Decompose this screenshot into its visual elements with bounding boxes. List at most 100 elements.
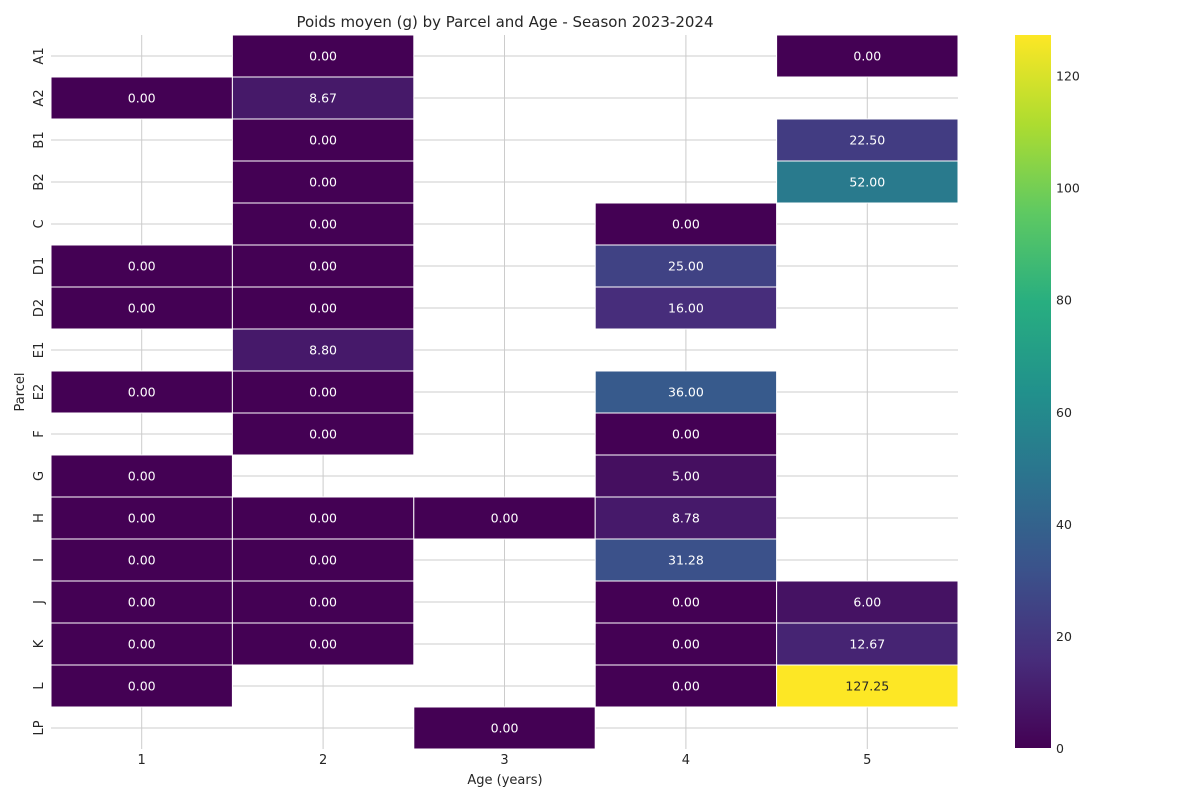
cell-value-label: 0.00	[309, 427, 337, 442]
cell-value-label: 0.00	[672, 595, 700, 610]
cell-value-label: 0.00	[309, 637, 337, 652]
heatmap-cell	[776, 580, 959, 624]
cell-value-label: 0.00	[128, 511, 156, 526]
x-tick-label: 4	[682, 753, 690, 768]
heatmap-cell	[231, 286, 415, 330]
cell-value-label: 8.67	[309, 91, 337, 106]
x-axis-label: Age (years)	[467, 773, 542, 788]
x-tick-label: 1	[138, 753, 146, 768]
y-axis-label: Parcel	[13, 372, 28, 411]
cell-value-label: 0.00	[853, 49, 881, 64]
cell-value-label: 0.00	[309, 259, 337, 274]
heatmap-cell	[231, 580, 415, 624]
heatmap-cell	[231, 202, 415, 246]
heatmap-cell	[594, 454, 778, 498]
heatmap-cell	[231, 76, 415, 120]
heatmap-cells: 0.00 0.00 0.00 8.67 0.00 22.50 0.00 52.00 0.00 0.…	[50, 34, 959, 750]
cell-value-label: 25.00	[668, 259, 704, 274]
heatmap-cell	[594, 538, 778, 582]
cell-value-label: 5.00	[672, 469, 700, 484]
cell-value-label: 0.00	[309, 385, 337, 400]
heatmap-cell	[231, 328, 415, 372]
cell-value-label: 16.00	[668, 301, 704, 316]
y-tick-label: L	[32, 682, 47, 690]
y-tick-label: H	[32, 513, 47, 523]
heatmap-cell	[231, 370, 415, 414]
heatmap-cell	[50, 580, 233, 624]
y-tick-label: J	[32, 600, 47, 605]
cell-value-label: 8.80	[309, 343, 337, 358]
colorbar-tick-label: 100	[1056, 181, 1080, 196]
heatmap-cell	[413, 496, 596, 540]
cell-value-label: 0.00	[672, 217, 700, 232]
colorbar-ticks: 0 20 40 60 80 100 120	[1056, 69, 1080, 756]
cell-value-label: 36.00	[668, 385, 704, 400]
heatmap-cell	[50, 370, 233, 414]
y-tick-label: B2	[32, 173, 47, 190]
cell-value-label: 0.00	[309, 301, 337, 316]
cell-value-label: 0.00	[309, 49, 337, 64]
heatmap-cell	[50, 664, 233, 708]
heatmap-cell	[50, 622, 233, 666]
y-tick-label: E2	[32, 384, 47, 401]
y-tick-label: A1	[32, 47, 47, 64]
cell-value-label: 31.28	[668, 553, 704, 568]
heatmap-cell	[776, 622, 959, 666]
cell-value-label: 8.78	[672, 511, 700, 526]
cell-value-label: 12.67	[849, 637, 885, 652]
heatmap-cell	[231, 118, 415, 162]
heatmap-cell	[776, 34, 959, 78]
cell-value-label: 0.00	[309, 133, 337, 148]
y-tick-label: I	[32, 558, 47, 562]
heatmap-cell	[594, 622, 778, 666]
heatmap-cell	[776, 160, 959, 204]
cell-value-label: 0.00	[491, 511, 519, 526]
y-tick-labels: A1 A2 B1 B2 C D1 D2 E1 E2 F G H I J K L LP	[32, 47, 47, 735]
colorbar	[1015, 35, 1051, 748]
x-tick-label: 5	[863, 753, 871, 768]
heatmap-cell	[231, 160, 415, 204]
heatmap-cell	[594, 412, 778, 456]
heatmap-cell	[594, 202, 778, 246]
cell-value-label: 0.00	[672, 679, 700, 694]
colorbar-tick-label: 120	[1056, 69, 1080, 84]
cell-value-label: 52.00	[849, 175, 885, 190]
heatmap-cell	[594, 244, 778, 288]
y-tick-label: D1	[32, 257, 47, 275]
heatmap-cell	[594, 370, 778, 414]
cell-value-label: 0.00	[128, 469, 156, 484]
cell-value-label: 0.00	[128, 679, 156, 694]
y-tick-label: B1	[32, 131, 47, 148]
heatmap-cell	[231, 244, 415, 288]
heatmap-cell	[231, 412, 415, 456]
y-tick-label: D2	[32, 299, 47, 317]
y-tick-label: LP	[32, 720, 47, 735]
cell-value-label: 0.00	[309, 595, 337, 610]
y-tick-label: F	[32, 430, 47, 437]
y-tick-label: A2	[32, 89, 47, 106]
cell-value-label: 0.00	[128, 553, 156, 568]
cell-value-label: 22.50	[849, 133, 885, 148]
colorbar-tick-label: 80	[1056, 293, 1072, 308]
cell-value-label: 127.25	[845, 679, 889, 694]
cell-value-label: 0.00	[309, 511, 337, 526]
cell-value-label: 0.00	[128, 301, 156, 316]
heatmap-cell	[50, 76, 233, 120]
colorbar-tick-label: 60	[1056, 405, 1072, 420]
heatmap-cell	[413, 706, 596, 750]
heatmap-cell	[776, 664, 959, 708]
cell-value-label: 0.00	[128, 259, 156, 274]
heatmap-cell	[231, 538, 415, 582]
y-tick-label: E1	[32, 342, 47, 359]
heatmap-cell	[594, 286, 778, 330]
cell-value-label: 0.00	[672, 427, 700, 442]
heatmap-cell	[231, 622, 415, 666]
chart-title: Poids moyen (g) by Parcel and Age - Seas…	[296, 13, 713, 31]
y-tick-label: G	[32, 471, 47, 481]
cell-value-label: 0.00	[491, 721, 519, 736]
heatmap-cell	[50, 244, 233, 288]
heatmap-cell	[50, 286, 233, 330]
x-tick-labels: 1 2 3 4 5	[138, 753, 872, 768]
cell-value-label: 0.00	[128, 91, 156, 106]
